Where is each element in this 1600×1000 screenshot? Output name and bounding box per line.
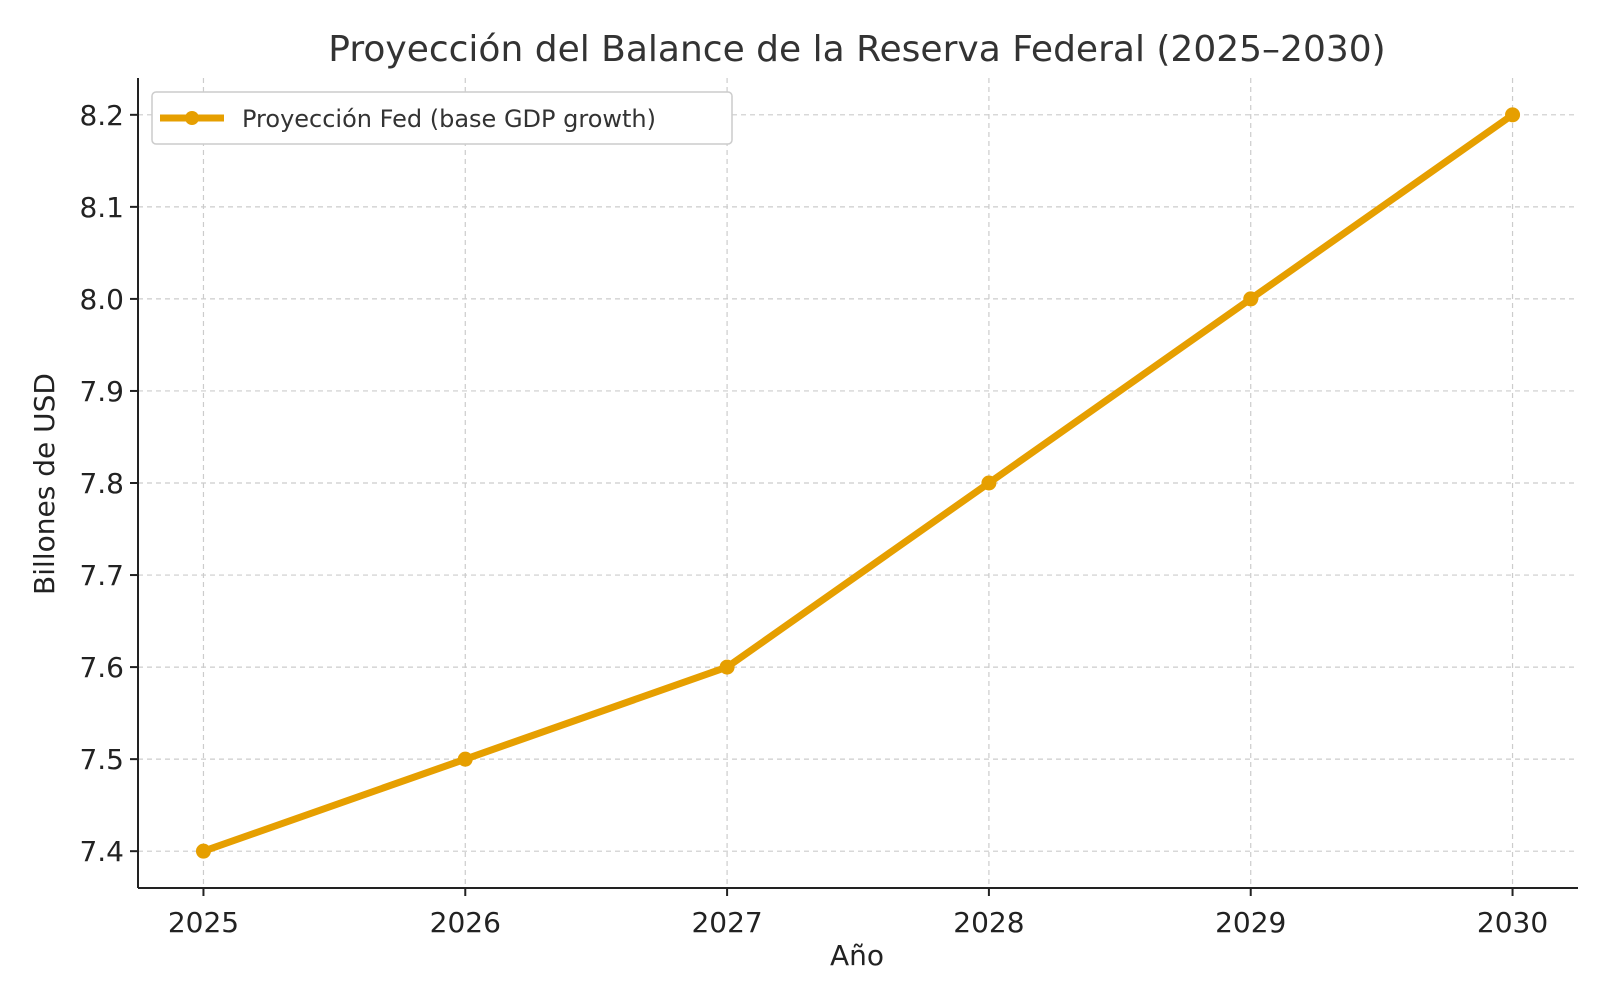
legend-entry-label: Proyección Fed (base GDP growth) [242,105,656,133]
data-point [1243,291,1259,307]
axes: 2025 2026 2027 2028 2029 2030 7.4 7.5 7.6 7.7 7.8 7… [79,78,1578,939]
legend: Proyección Fed (base GDP growth) [151,91,733,145]
y-tick-label: 7.5 [79,743,124,776]
grid [138,78,1578,888]
y-tick-label: 7.8 [79,467,124,500]
y-tick-label: 7.6 [79,651,124,684]
data-point [195,843,211,859]
data-point [457,751,473,767]
x-tick-label: 2029 [1215,906,1286,939]
y-tick-label: 7.7 [79,559,124,592]
y-tick-label: 8.2 [79,99,124,132]
x-tick-label: 2030 [1477,906,1548,939]
legend-marker-swatch [185,111,199,125]
y-tick-label: 7.4 [79,835,124,868]
x-axis-label: Año [830,939,884,972]
y-tick-label: 7.9 [79,375,124,408]
y-tick-label: 8.0 [79,283,124,316]
x-tick-label: 2026 [430,906,501,939]
data-point [1505,107,1521,123]
x-tick-label: 2025 [168,906,239,939]
chart-title: Proyección del Balance de la Reserva Fed… [328,29,1385,70]
legend-box [151,91,733,145]
series-line [199,111,1517,855]
x-tick-label: 2027 [691,906,762,939]
data-point [719,659,735,675]
y-axis-label: Billones de USD [28,373,61,595]
x-tick-label: 2028 [953,906,1024,939]
series-layer [195,107,1521,859]
y-tick-label: 8.1 [79,191,124,224]
data-point [981,475,997,491]
